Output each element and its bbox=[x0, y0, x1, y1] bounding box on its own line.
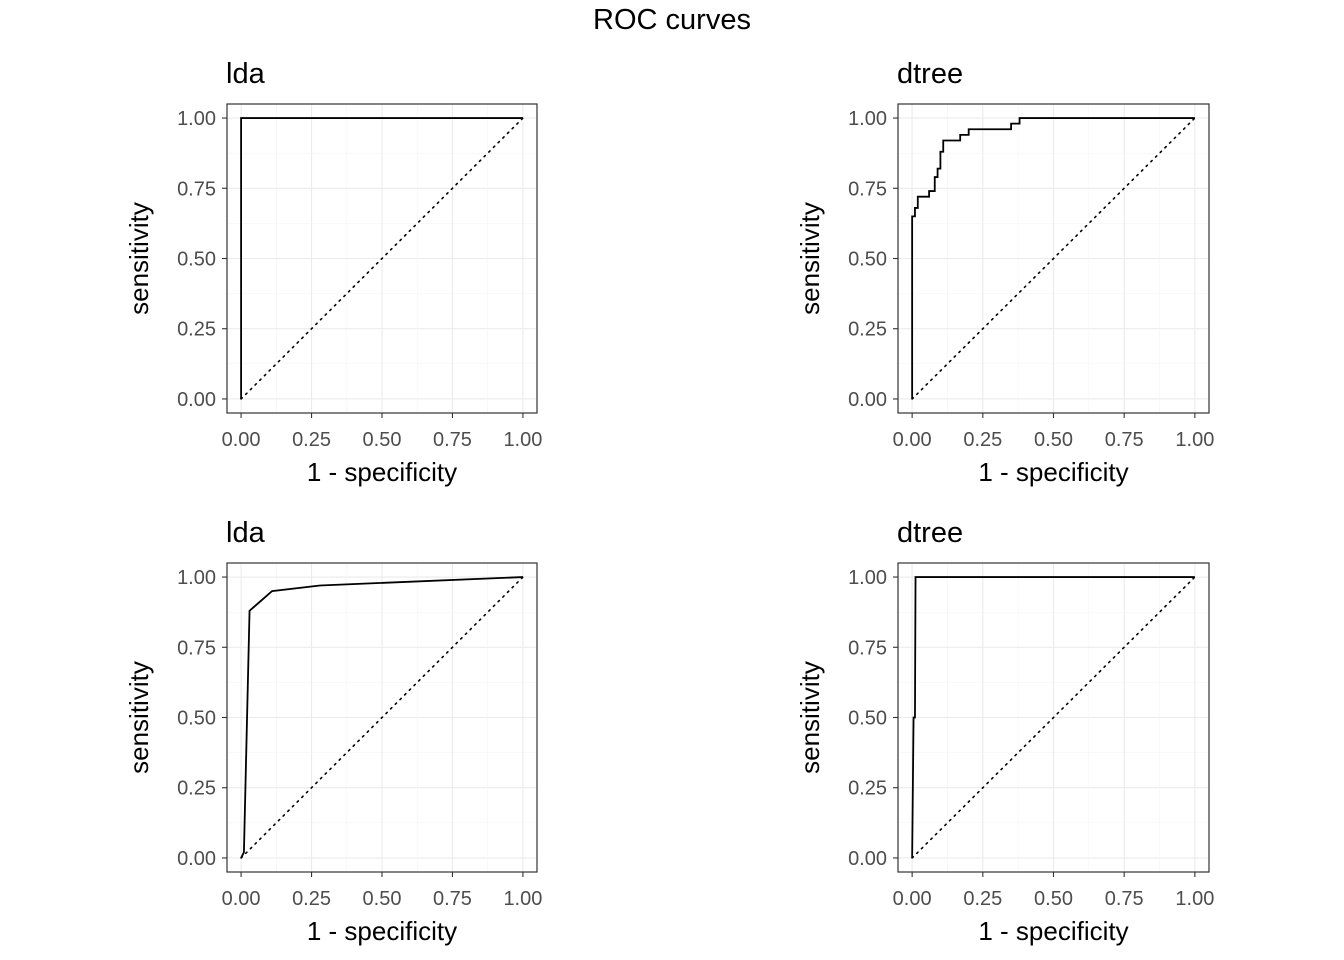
y-tick-label: 0.00 bbox=[177, 389, 216, 411]
x-tick-label: 0.25 bbox=[292, 888, 331, 910]
x-tick-label: 0.75 bbox=[1105, 888, 1144, 910]
y-tick-label: 0.00 bbox=[848, 389, 887, 411]
x-tick-label: 0.00 bbox=[222, 888, 261, 910]
x-axis-label: 1 - specificity bbox=[307, 916, 457, 946]
y-tick-label: 0.00 bbox=[848, 848, 887, 870]
figure-title: ROC curves bbox=[593, 4, 751, 36]
reference-diagonal-line bbox=[240, 576, 524, 859]
x-tick-label: 0.00 bbox=[222, 429, 261, 451]
x-tick-label: 1.00 bbox=[503, 888, 542, 910]
x-tick-label: 0.25 bbox=[292, 429, 331, 451]
x-tick-label: 0.00 bbox=[893, 888, 932, 910]
y-tick-label: 0.50 bbox=[848, 249, 887, 271]
y-axis-label: sensitivity bbox=[795, 661, 825, 774]
y-tick-label: 1.00 bbox=[177, 567, 216, 589]
y-tick-label: 0.50 bbox=[848, 708, 887, 730]
roc-curve-line bbox=[240, 576, 523, 859]
reference-diagonal-line bbox=[240, 117, 524, 400]
y-tick-label: 1.00 bbox=[848, 567, 887, 589]
y-tick-label: 0.75 bbox=[848, 178, 887, 200]
x-axis-label: 1 - specificity bbox=[307, 457, 457, 487]
roc-curve-line bbox=[911, 576, 1195, 858]
y-tick-label: 0.25 bbox=[848, 778, 887, 800]
y-tick-label: 0.75 bbox=[177, 178, 216, 200]
roc-curve-line bbox=[911, 117, 1195, 399]
x-tick-label: 1.00 bbox=[1175, 888, 1214, 910]
x-tick-label: 0.50 bbox=[363, 888, 402, 910]
x-tick-label: 1.00 bbox=[503, 429, 542, 451]
y-tick-label: 0.25 bbox=[848, 319, 887, 341]
roc-curve-line bbox=[240, 117, 523, 399]
x-tick-label: 0.50 bbox=[1034, 888, 1073, 910]
y-axis-label: sensitivity bbox=[124, 202, 154, 315]
x-tick-label: 0.25 bbox=[963, 888, 1002, 910]
panel-title: lda bbox=[226, 58, 266, 90]
y-tick-label: 1.00 bbox=[177, 108, 216, 130]
reference-diagonal-line bbox=[911, 117, 1196, 400]
x-axis-label: 1 - specificity bbox=[978, 916, 1128, 946]
x-tick-label: 0.75 bbox=[433, 429, 472, 451]
y-axis-label: sensitivity bbox=[124, 661, 154, 774]
x-tick-label: 0.50 bbox=[363, 429, 402, 451]
panel-title: dtree bbox=[897, 58, 963, 90]
x-tick-label: 0.75 bbox=[433, 888, 472, 910]
y-tick-label: 0.75 bbox=[848, 637, 887, 659]
y-tick-label: 1.00 bbox=[848, 108, 887, 130]
panel-title: lda bbox=[226, 517, 266, 549]
panel-title: dtree bbox=[897, 517, 963, 549]
y-tick-label: 0.25 bbox=[177, 778, 216, 800]
y-tick-label: 0.25 bbox=[177, 319, 216, 341]
x-axis-label: 1 - specificity bbox=[978, 457, 1128, 487]
y-tick-label: 0.50 bbox=[177, 708, 216, 730]
y-tick-label: 0.50 bbox=[177, 249, 216, 271]
x-tick-label: 0.25 bbox=[963, 429, 1002, 451]
x-tick-label: 0.50 bbox=[1034, 429, 1073, 451]
reference-diagonal-line bbox=[911, 576, 1196, 859]
x-tick-label: 1.00 bbox=[1175, 429, 1214, 451]
y-tick-label: 0.00 bbox=[177, 848, 216, 870]
x-tick-label: 0.00 bbox=[893, 429, 932, 451]
x-tick-label: 0.75 bbox=[1105, 429, 1144, 451]
y-tick-label: 0.75 bbox=[177, 637, 216, 659]
y-axis-label: sensitivity bbox=[795, 202, 825, 315]
